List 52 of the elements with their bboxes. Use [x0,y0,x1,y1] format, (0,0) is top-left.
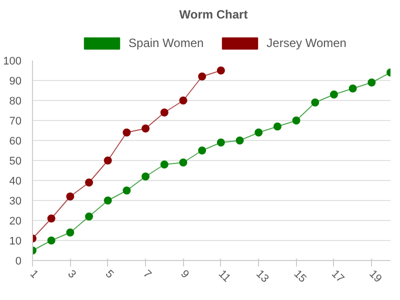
point [216,138,225,146]
y-tick-label: 0 [15,256,22,268]
x-tick-label: 19 [366,268,384,286]
point [160,108,168,116]
point [104,196,112,204]
point [368,78,376,86]
point [122,128,131,136]
x-tick-label: 7 [140,268,154,281]
point [142,124,150,132]
point [122,186,131,194]
y-tick-label: 20 [9,216,22,228]
x-tick-label: 1 [28,268,40,281]
legend-label: Jersey Women [266,36,346,50]
point [85,178,94,186]
point [198,146,206,154]
point [142,172,150,180]
point [85,212,94,220]
point [160,160,168,168]
point [311,98,320,106]
point [66,192,74,200]
x-tick-label: 3 [65,268,78,281]
y-tick-label: 70 [9,116,22,128]
point [47,236,56,244]
y-tick-label: 40 [9,176,22,188]
x-tick-label: 11 [216,268,233,285]
y-tick-label: 50 [9,156,22,168]
x-tick-label: 15 [291,268,308,286]
point [348,84,357,92]
point [198,72,206,80]
point [273,122,282,130]
legend-label: Spain Women [128,36,204,50]
point [292,116,300,124]
point [179,158,188,166]
chart-title: Worm Chart [179,8,248,22]
x-tick-label: 13 [254,268,271,286]
y-tick-label: 100 [3,56,22,68]
point [104,156,112,164]
x-tick-label: 17 [329,268,346,286]
x-tick-label: 9 [178,268,192,281]
point [236,136,244,144]
y-tick-label: 60 [9,136,22,148]
x-tick-label: 5 [102,268,116,281]
point [330,90,338,98]
y-tick-label: 90 [9,76,22,88]
point [254,128,263,136]
point [66,228,74,236]
y-tick-label: 10 [9,236,22,248]
point [216,66,225,74]
point [47,214,56,222]
point [179,96,188,104]
y-tick-label: 30 [9,196,22,208]
y-tick-label: 80 [9,96,22,108]
